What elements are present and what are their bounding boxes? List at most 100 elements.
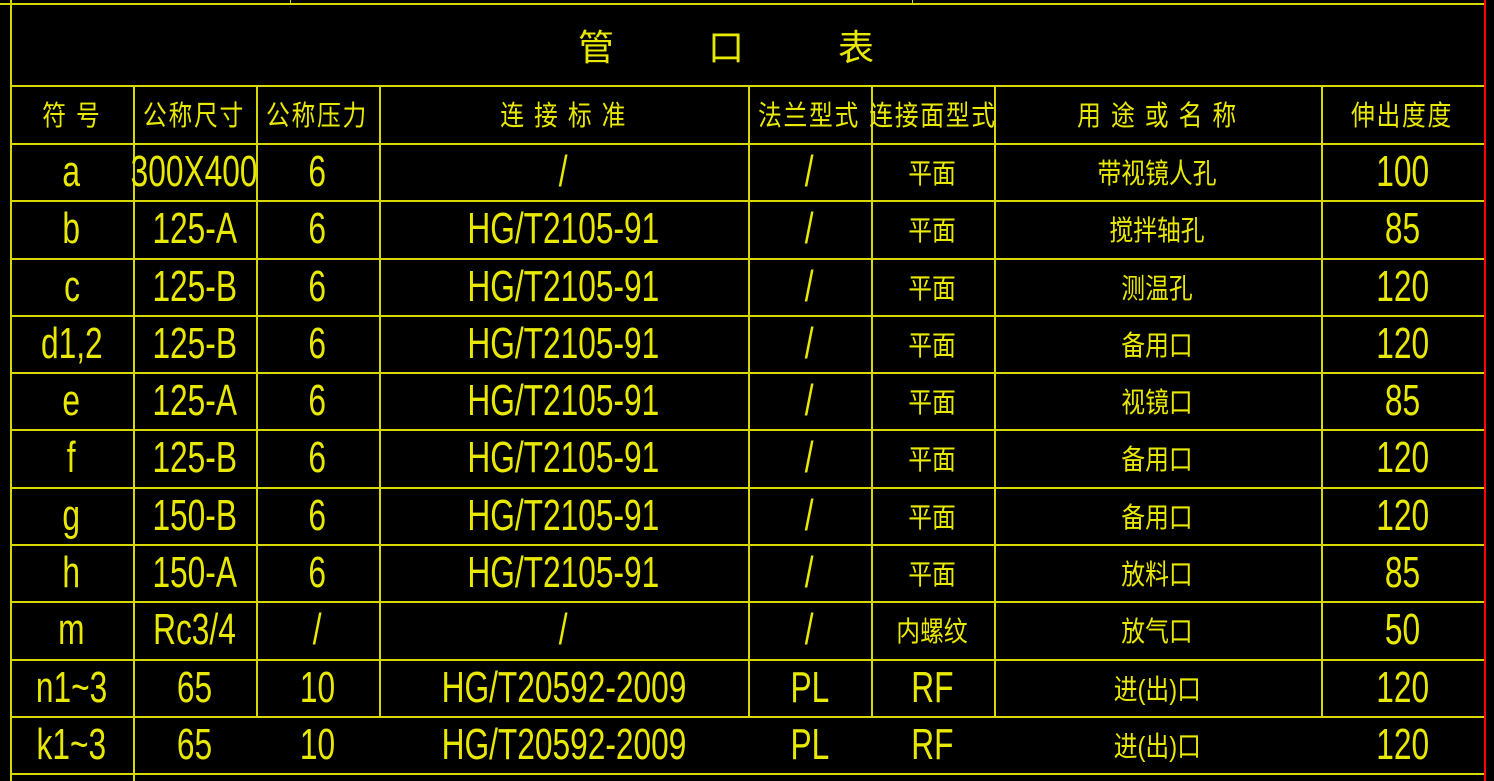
table-cell: 6 [256,258,379,315]
table-cell: 120 [1321,716,1484,773]
table-cell-text: 125-A [152,375,237,425]
column-divider [379,544,381,601]
table-cell: 125-B [133,429,256,487]
left-border [10,0,12,781]
column-divider [748,659,750,716]
column-divider [871,544,873,601]
table-cell: 125-A [133,372,256,429]
column-header-text: 连 接 标 准 [500,100,627,131]
table-cell: 6 [256,544,379,601]
column-divider [871,143,873,200]
table-cell: 视镜口 [994,372,1321,429]
column-divider [379,659,381,716]
column-divider [1321,659,1323,716]
table-cell: 300X400 [131,143,258,200]
column-divider [379,372,381,429]
column-divider [994,487,996,544]
column-divider [748,544,750,601]
table-cell: 备用口 [994,487,1321,544]
table-cell: HG/T20592-2009 [379,716,748,773]
column-header: 连接面型式 [869,85,995,143]
table-cell: 125-B [133,315,256,372]
column-divider [256,544,258,601]
table-cell-text: HG/T20592-2009 [441,662,686,712]
column-divider [1321,143,1323,200]
column-divider [133,85,135,143]
table-cell-text: 10 [299,662,336,712]
table-cell-text: / [805,433,814,482]
column-divider [748,601,750,659]
table-cell: 85 [1321,544,1484,601]
table-cell-text: 6 [308,490,327,540]
column-divider [256,85,258,143]
table-cell-text: PL [790,662,829,712]
table-cell: / [379,601,748,659]
table-cell: 6 [256,372,379,429]
table-cell-text: / [805,605,814,654]
column-divider [133,487,135,544]
column-divider [379,315,381,372]
column-divider [256,315,258,372]
table-cell-text: 平面 [908,215,957,246]
table-cell: 平面 [871,487,994,544]
table-cell: 平面 [871,143,994,200]
table-cell-text: 6 [308,433,327,482]
table-cell: 85 [1321,372,1484,429]
table-cell: 平面 [871,372,994,429]
table-cell: 放气口 [994,601,1321,659]
column-divider [994,200,996,258]
table-cell-text: 120 [1376,719,1429,769]
table-cell-text: PL [790,719,829,769]
table-cell-text: / [805,318,814,368]
column-header-text: 用 途 或 名 称 [1077,100,1238,131]
table-cell-text: HG/T2105-91 [467,490,660,540]
column-header-text: 符 号 [41,100,102,131]
row-divider [10,773,1484,775]
column-divider [994,85,996,143]
column-header: 公称尺寸 [133,85,256,143]
table-cell-text: 6 [308,547,327,597]
table-cell: k1~3 [10,716,133,773]
table-cell-text: 平面 [908,444,957,475]
table-cell-text: k1~3 [36,719,107,769]
table-cell: 测温孔 [994,258,1321,315]
table-cell-text: / [805,204,814,253]
table-cell: / [379,143,748,200]
table-cell: PL [748,716,871,773]
table-cell: 100 [1321,143,1484,200]
column-divider [1321,315,1323,372]
column-divider [1321,601,1323,659]
table-cell: / [748,487,871,544]
column-header-text: 公称压力 [266,100,369,131]
table-cell: 带视镜人孔 [994,143,1321,200]
table-cell-text: 125-B [152,433,237,482]
table-cell-text: 120 [1376,433,1429,482]
table-cell: h [10,544,133,601]
table-cell: HG/T2105-91 [379,200,748,258]
table-cell-text: 平面 [908,272,957,304]
table-cell: 平面 [871,200,994,258]
table-cell: 65 [133,659,256,716]
column-divider [1321,544,1323,601]
table-cell-text: 10 [299,719,336,769]
column-divider [871,487,873,544]
table-cell-text: / [805,547,814,597]
table-cell: HG/T2105-91 [379,315,748,372]
top-border [0,3,1484,5]
top-tick [912,0,913,3]
table-cell-text: 备用口 [1121,501,1194,533]
column-divider [133,773,135,781]
table-title-text: 管 口 表 [577,27,916,68]
column-divider [256,258,258,315]
column-divider [379,601,381,659]
column-divider [133,716,135,773]
table-cell-text: 150-B [152,490,237,540]
column-header: 法兰型式 [748,85,871,143]
table-cell: 125-B [133,258,256,315]
column-divider [994,659,996,716]
column-divider [1321,487,1323,544]
table-cell-text: 备用口 [1121,444,1194,475]
table-cell: a [10,143,133,200]
row-divider [10,200,1484,202]
column-divider [256,143,258,200]
